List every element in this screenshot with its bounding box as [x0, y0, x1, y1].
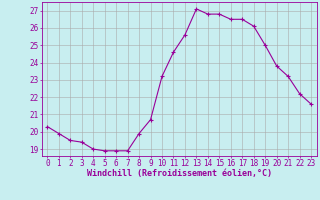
- X-axis label: Windchill (Refroidissement éolien,°C): Windchill (Refroidissement éolien,°C): [87, 169, 272, 178]
